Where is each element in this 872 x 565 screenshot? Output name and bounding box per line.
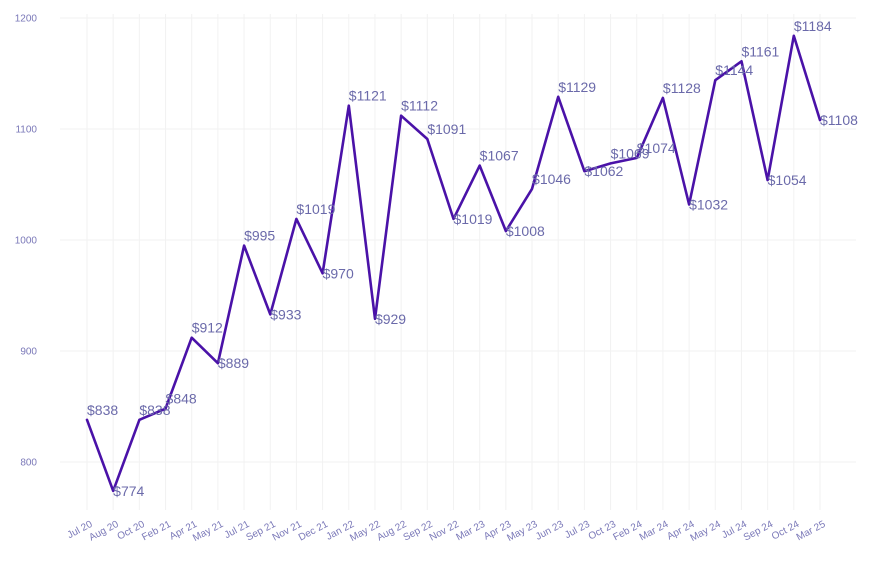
x-tick-label: Jul 23 <box>563 519 592 541</box>
data-label: $1032 <box>689 196 728 212</box>
y-tick-label: 800 <box>20 458 37 469</box>
x-tick-label: Sep 24 <box>742 519 776 544</box>
x-tick-label: Aug 20 <box>87 519 121 544</box>
data-label: $774 <box>113 483 144 499</box>
data-label: $1184 <box>794 18 832 34</box>
x-tick-label: Mar 25 <box>795 519 828 544</box>
x-tick-label: May 24 <box>689 519 724 544</box>
y-tick-label: 1200 <box>15 14 38 25</box>
data-label: $1074 <box>637 140 676 156</box>
data-label: $970 <box>323 265 354 281</box>
data-label: $848 <box>166 391 197 407</box>
data-label: $1108 <box>820 112 858 128</box>
data-label: $1046 <box>532 171 571 187</box>
data-label: $1144 <box>715 62 753 78</box>
data-label: $995 <box>244 228 275 244</box>
data-label: $1019 <box>296 201 335 217</box>
x-tick-label: Mar 23 <box>454 519 487 544</box>
data-label: $1069 <box>611 145 650 161</box>
y-axis: 800 900 1000 1100 1200 <box>15 14 38 469</box>
y-tick-label: 1000 <box>15 236 38 247</box>
x-tick-label: Nov 22 <box>428 519 462 544</box>
series-line <box>85 34 822 493</box>
data-label: $1054 <box>768 172 807 188</box>
data-labels: $838$774$838$848$912$889$995$933$1019$97… <box>87 18 858 499</box>
y-tick-label: 900 <box>20 347 37 358</box>
data-label: $1008 <box>506 223 545 239</box>
x-tick-label: Feb 21 <box>140 519 173 544</box>
data-label: $838 <box>139 402 170 418</box>
data-label: $929 <box>375 311 406 327</box>
x-tick-label: Feb 24 <box>611 519 644 544</box>
x-tick-label: May 22 <box>348 519 383 544</box>
data-label: $889 <box>218 355 249 371</box>
x-tick-label: Dec 21 <box>297 519 331 544</box>
x-tick-label: Jun 23 <box>534 519 566 543</box>
data-label: $1161 <box>741 43 779 59</box>
data-label: $838 <box>87 402 118 418</box>
grid <box>60 14 856 510</box>
data-label: $1128 <box>663 80 701 96</box>
data-label: $1062 <box>584 163 623 179</box>
data-label: $1091 <box>427 121 466 137</box>
data-label: $1019 <box>454 211 493 227</box>
data-label: $1129 <box>558 79 596 95</box>
y-tick-label: 1100 <box>15 125 37 136</box>
data-label: $1112 <box>401 98 438 114</box>
data-label: $933 <box>270 306 301 322</box>
x-tick-label: May 23 <box>505 519 540 544</box>
x-tick-label: May 21 <box>191 519 226 544</box>
data-label: $1067 <box>480 148 519 164</box>
data-label: $1121 <box>349 88 387 104</box>
data-label: $912 <box>192 320 223 336</box>
x-tick-label: Mar 24 <box>638 519 671 544</box>
